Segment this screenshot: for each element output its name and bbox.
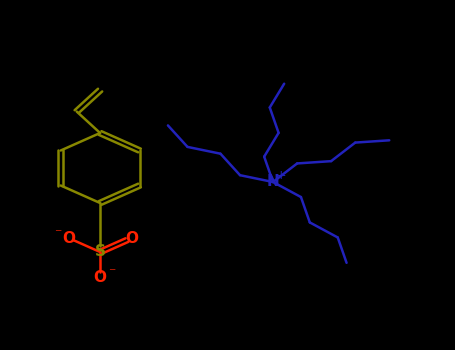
Text: O: O (125, 231, 138, 246)
Text: O: O (62, 231, 75, 246)
Text: O: O (94, 270, 106, 285)
Text: N: N (267, 175, 279, 189)
Text: ⁻: ⁻ (108, 266, 115, 280)
Text: +: + (276, 169, 287, 182)
Text: ⁻: ⁻ (54, 227, 61, 241)
Text: S: S (95, 245, 106, 259)
